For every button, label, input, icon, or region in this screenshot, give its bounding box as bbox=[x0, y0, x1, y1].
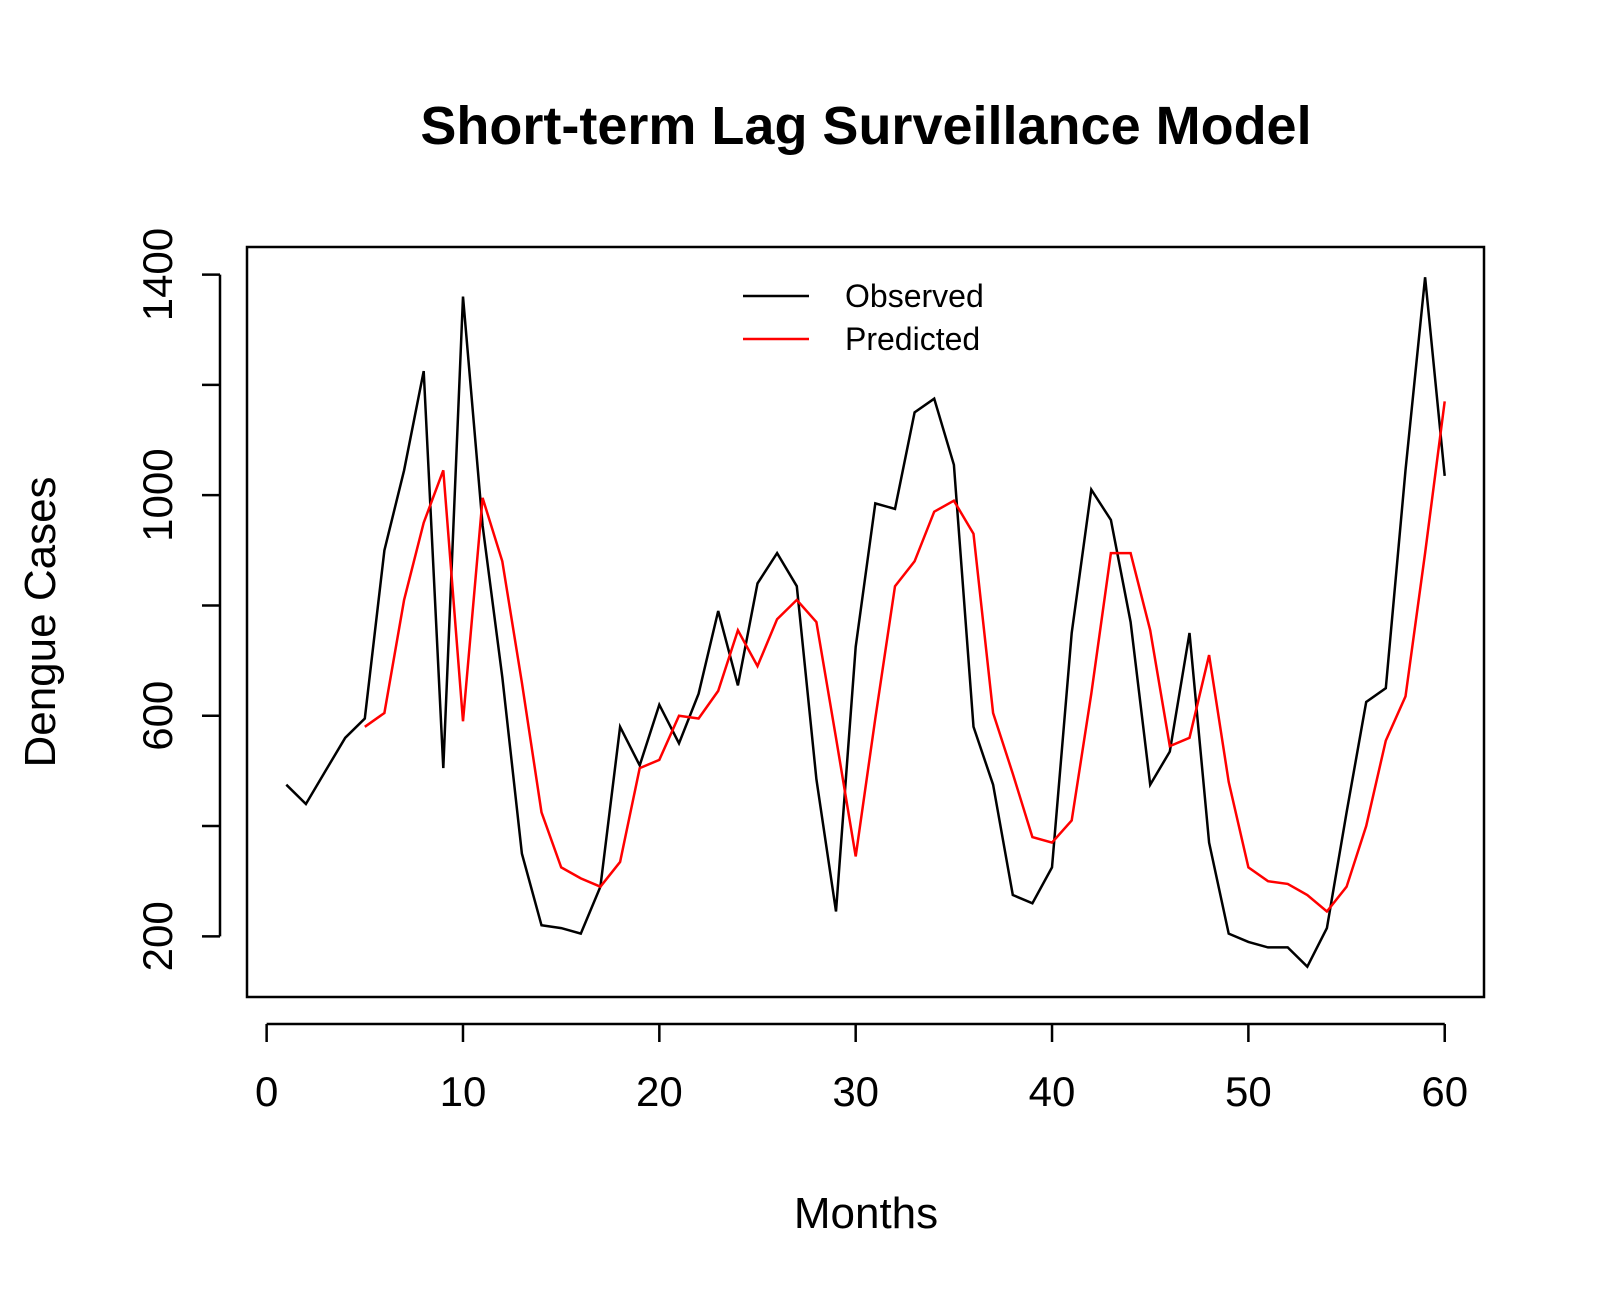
y-tick-label-1400: 1400 bbox=[134, 228, 181, 321]
x-tick-label-0: 0 bbox=[255, 1068, 278, 1115]
y-tick-label-600: 600 bbox=[134, 681, 181, 751]
legend: Observed Predicted bbox=[743, 278, 984, 357]
legend-label-observed: Observed bbox=[845, 278, 984, 314]
x-tick-label-30: 30 bbox=[832, 1068, 879, 1115]
x-tick-label-10: 10 bbox=[440, 1068, 487, 1115]
x-tick-label-50: 50 bbox=[1225, 1068, 1272, 1115]
y-axis-label: Dengue Cases bbox=[16, 476, 65, 767]
x-tick-label-60: 60 bbox=[1421, 1068, 1468, 1115]
x-axis-label: Months bbox=[794, 1189, 938, 1238]
y-axis: 200 600 1000 1400 bbox=[134, 228, 222, 971]
x-axis: 0 10 20 30 40 50 60 bbox=[255, 1022, 1468, 1115]
series-layer bbox=[285, 277, 1446, 969]
x-tick-label-40: 40 bbox=[1029, 1068, 1076, 1115]
chart-title: Short-term Lag Surveillance Model bbox=[420, 96, 1311, 156]
y-tick-label-1000: 1000 bbox=[134, 448, 181, 541]
legend-label-predicted: Predicted bbox=[845, 321, 980, 357]
series-line-observed bbox=[285, 277, 1446, 969]
y-tick-label-200: 200 bbox=[134, 901, 181, 971]
series-line-predicted bbox=[364, 401, 1446, 914]
plot-frame bbox=[245, 245, 1486, 999]
x-tick-label-20: 20 bbox=[636, 1068, 683, 1115]
